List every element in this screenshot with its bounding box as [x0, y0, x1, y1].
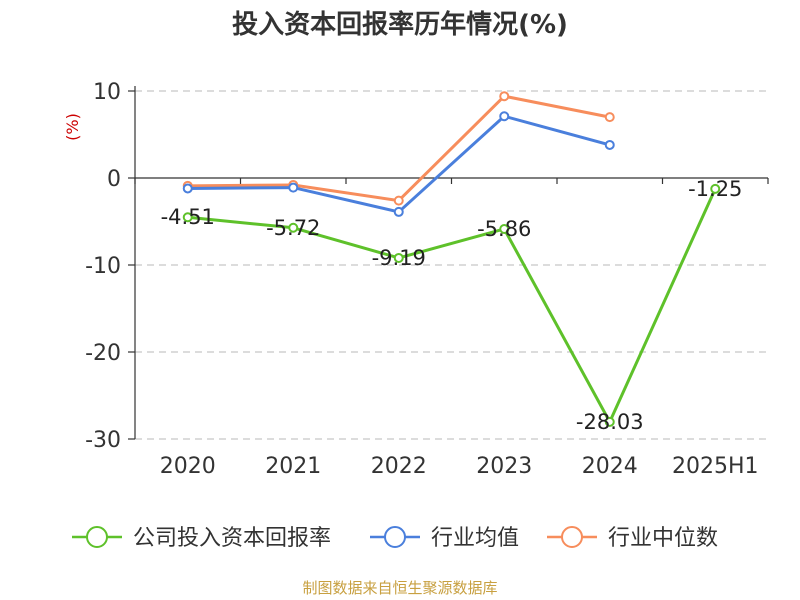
- series-lines: [182, 91, 721, 427]
- legend-label-2: 行业中位数: [608, 526, 718, 551]
- x-tick-label-0: 2020: [160, 454, 216, 479]
- series-0-point-5: [710, 183, 721, 194]
- series-line-2: [186, 94, 612, 203]
- legend-label-0: 公司投入资本回报率: [133, 526, 331, 551]
- legend-item-2[interactable]: 行业中位数: [547, 526, 718, 551]
- data-label-2: -9.19: [372, 246, 426, 270]
- legend-marker-1: [384, 526, 406, 548]
- axes: 10 0 -10 -20 -30 2020 2021 2022 2023 2024 2025H1: [85, 80, 769, 479]
- y-tick-label-4: -30: [85, 428, 121, 453]
- data-label-4: -28.03: [576, 410, 644, 434]
- series-0-point-1: [288, 222, 299, 233]
- gridlines: [135, 90, 768, 440]
- legend-item-1[interactable]: 行业均值: [370, 526, 519, 551]
- legend-label-1: 行业均值: [431, 526, 519, 551]
- series-0-point-3: [499, 223, 510, 234]
- series-0-point-0: [182, 212, 193, 223]
- series-2-point-3: [499, 91, 510, 102]
- chart-title: 投入资本回报率历年情况(%): [232, 9, 568, 40]
- series-1-point-1: [288, 182, 299, 193]
- y-tick-label-0: 10: [93, 80, 121, 105]
- data-label-0: -4.51: [161, 205, 215, 229]
- x-tick-label-5: 2025H1: [672, 454, 759, 479]
- y-axis-unit-label: (%): [63, 113, 82, 141]
- series-0-point-4: [604, 416, 615, 427]
- x-tick-label-3: 2023: [476, 454, 532, 479]
- series-2-point-4: [604, 112, 615, 123]
- data-label-5: -1.25: [688, 177, 742, 201]
- data-label-3: -5.86: [477, 217, 531, 241]
- series-1-point-0: [182, 183, 193, 194]
- series-1-point-2: [393, 206, 404, 217]
- series-0-point-2: [393, 252, 404, 263]
- series-1-point-3: [499, 111, 510, 122]
- legend: 公司投入资本回报率 行业均值 行业中位数: [72, 526, 718, 551]
- series-2-point-2: [393, 195, 404, 206]
- legend-item-0[interactable]: 公司投入资本回报率: [72, 526, 331, 551]
- y-tick-label-3: -20: [85, 341, 121, 366]
- y-tick-label-2: -10: [85, 254, 121, 279]
- y-tick-label-1: 0: [107, 167, 121, 192]
- x-tick-label-4: 2024: [582, 454, 638, 479]
- legend-marker-2: [561, 526, 583, 548]
- series-line-0: [186, 187, 717, 424]
- data-labels: -4.51 -5.72 -9.19 -5.86 -28.03 -1.25: [161, 177, 743, 434]
- legend-marker-0: [86, 526, 108, 548]
- source-note: 制图数据来自恒生聚源数据库: [302, 579, 497, 597]
- series-1-point-4: [604, 139, 615, 150]
- x-tick-label-2: 2022: [371, 454, 427, 479]
- data-label-1: -5.72: [266, 216, 320, 240]
- x-tick-label-1: 2021: [265, 454, 321, 479]
